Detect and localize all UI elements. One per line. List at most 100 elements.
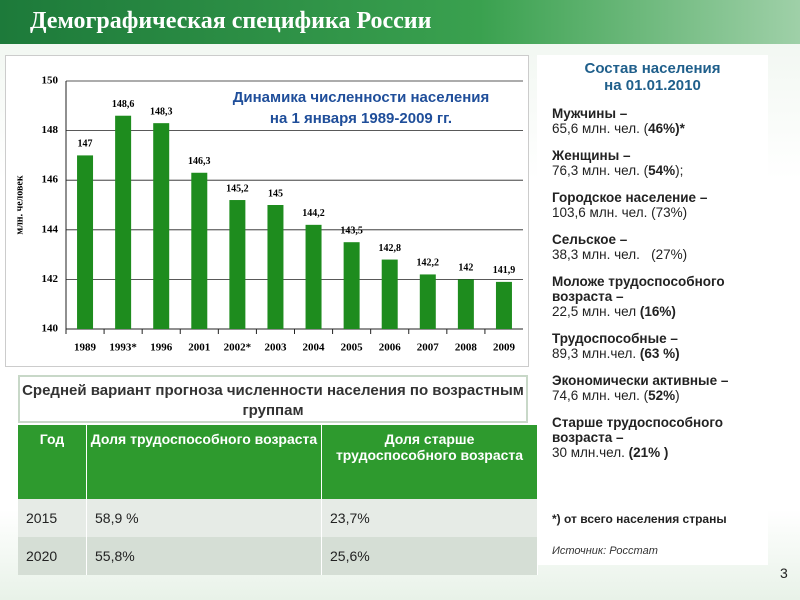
value-label: 143,5 — [340, 225, 363, 236]
item-detail: 74,6 млн. чел. (52%) — [552, 388, 768, 403]
composition-item: Мужчины –65,6 млн. чел. (46%)* — [552, 106, 768, 136]
detail-part: 76,3 млн. чел. ( — [552, 163, 649, 178]
x-tick-label: 2009 — [493, 342, 516, 354]
composition-panel: Состав населения на 01.01.2010 Мужчины –65… — [537, 55, 768, 565]
chart-title: на 1 января 1989-2009 гг. — [270, 110, 452, 127]
value-label: 144,2 — [302, 208, 325, 219]
detail-part: ); — [675, 163, 684, 178]
value-label: 147 — [78, 139, 93, 150]
bar — [305, 224, 322, 329]
item-label: Старше трудоспособного возраста – — [552, 415, 724, 445]
column-header: Доля трудоспособного возраста — [86, 425, 322, 499]
forecast-title: Средней вариант прогноза численности нас… — [18, 375, 528, 423]
source: Источник: Росстат — [552, 545, 658, 557]
value-label: 141,9 — [493, 265, 516, 276]
x-tick-label: 1989 — [74, 342, 97, 354]
value-label: 146,3 — [188, 156, 211, 167]
bar — [419, 274, 436, 329]
y-tick-label: 146 — [42, 174, 59, 186]
bar — [267, 205, 284, 329]
chart-title: Динамика численности населения — [233, 89, 490, 106]
item-detail: 65,6 млн. чел. (46%)* — [552, 121, 768, 136]
item-label: Сельское – — [552, 232, 628, 247]
composition-item: Сельское –38,3 млн. чел. (27%) — [552, 232, 768, 262]
value-label: 142,8 — [378, 243, 401, 254]
value-label: 145,2 — [226, 183, 249, 194]
y-tick-label: 144 — [42, 223, 59, 235]
bar — [457, 279, 474, 329]
item-detail: 89,3 млн.чел. (63 %) — [552, 346, 768, 361]
composition-item: Старше трудоспособного возраста –30 млн.… — [552, 415, 768, 460]
y-tick-label: 150 — [42, 75, 59, 87]
composition-item: Моложе трудоспособного возраста –22,5 мл… — [552, 274, 768, 319]
detail-part: (63 %) — [639, 346, 680, 361]
x-tick-label: 2004 — [303, 342, 326, 354]
value-label: 142,2 — [417, 258, 440, 269]
item-label: Городское население – — [552, 190, 708, 205]
value-label: 148,3 — [150, 106, 173, 117]
bar — [343, 242, 360, 329]
forecast-table: Год Доля трудоспособного возраста Доля с… — [18, 425, 538, 575]
bar — [381, 259, 398, 329]
x-tick-label: 2001 — [188, 342, 210, 354]
item-label: Экономически активные – — [552, 373, 729, 388]
bar — [153, 123, 170, 329]
value-label: 142 — [458, 263, 473, 274]
bar — [229, 200, 246, 329]
panel-title-line: Состав населения — [584, 60, 721, 77]
header-title: Демографическая специфика России — [30, 8, 432, 34]
item-label: Мужчины – — [552, 106, 628, 121]
table-cell: 58,9 % — [86, 499, 322, 537]
column-header: Доля старше трудоспособного возраста — [321, 425, 538, 499]
detail-part: 38,3 млн. чел. (27%) — [552, 247, 688, 262]
table-cell: 2015 — [18, 499, 87, 537]
composition-item: Трудоспособные –89,3 млн.чел. (63 %) — [552, 331, 768, 361]
value-label: 148,6 — [112, 99, 135, 110]
detail-part: 103,6 млн. чел. (73%) — [552, 205, 688, 220]
detail-part: 74,6 млн. чел. ( — [552, 388, 649, 403]
x-tick-label: 1993* — [109, 342, 137, 354]
x-tick-label: 2005 — [341, 342, 364, 354]
item-label: Трудоспособные – — [552, 331, 678, 346]
composition-item: Женщины –76,3 млн. чел. (54%); — [552, 148, 768, 178]
bar — [191, 172, 208, 329]
detail-part: 30 млн.чел. — [552, 445, 629, 460]
composition-item: Экономически активные –74,6 млн. чел. (5… — [552, 373, 768, 403]
detail-part: (21% ) — [628, 445, 669, 460]
y-axis-label: млн. человек — [14, 175, 25, 234]
y-tick-label: 140 — [42, 323, 59, 335]
item-label: Женщины – — [552, 148, 631, 163]
chart-box: 140 142 144 146 148 150 млн. человек Динамика ч… — [5, 55, 529, 367]
detail-part: 65,6 млн. чел. ( — [552, 121, 649, 136]
detail-part: 54% — [648, 163, 676, 178]
x-tick-label: 2003 — [264, 342, 287, 354]
table-cell: 23,7% — [321, 499, 538, 537]
detail-part: (16%) — [639, 304, 676, 319]
detail-part: ) — [675, 388, 680, 403]
item-detail: 30 млн.чел. (21% ) — [552, 445, 768, 460]
x-tick-label: 2008 — [455, 342, 478, 354]
panel-title: Состав населения на 01.01.2010 — [537, 60, 768, 94]
item-label: Моложе трудоспособного возраста – — [552, 274, 725, 304]
detail-part: 89,3 млн.чел. — [552, 346, 640, 361]
item-detail: 22,5 млн. чел (16%) — [552, 304, 768, 319]
header: Демографическая специфика России — [0, 0, 800, 44]
x-tick-label: 2006 — [379, 342, 402, 354]
table-cell: 55,8% — [86, 537, 322, 575]
panel-title-line: на 01.01.2010 — [604, 77, 701, 94]
footnote: *) от всего населения страны — [552, 512, 727, 526]
value-label: 145 — [268, 188, 283, 199]
chart: 140 142 144 146 148 150 млн. человек Динамика ч… — [14, 75, 523, 354]
detail-part: 22,5 млн. чел — [552, 304, 640, 319]
composition-item: Городское население –103,6 млн. чел. (73… — [552, 190, 768, 220]
x-tick-label: 2007 — [417, 342, 440, 354]
detail-part: 52% — [648, 388, 676, 403]
page-number: 3 — [780, 565, 788, 581]
detail-part: 46%)* — [648, 121, 685, 136]
x-tick-label: 1996 — [150, 342, 173, 354]
item-detail: 103,6 млн. чел. (73%) — [552, 205, 768, 220]
bar — [77, 155, 94, 329]
bar — [495, 281, 512, 329]
x-tick-label: 2002* — [224, 342, 252, 354]
